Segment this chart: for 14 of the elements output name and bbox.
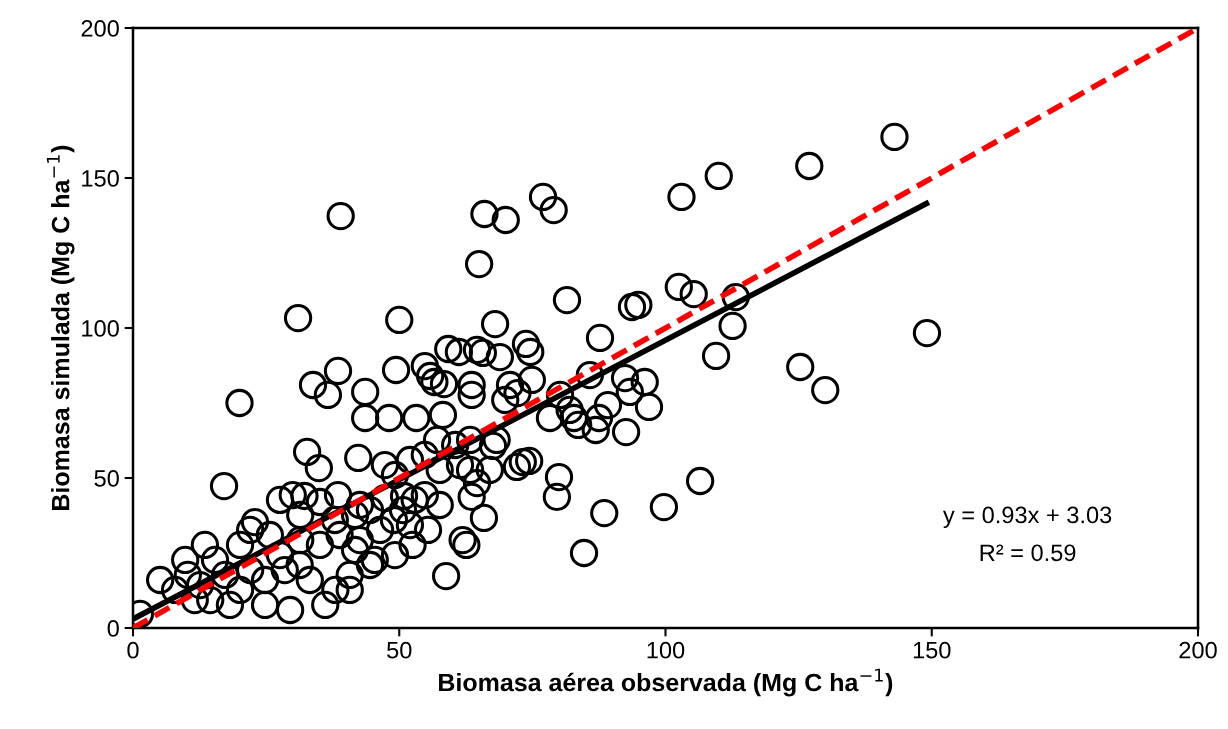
x-tick-label: 50	[387, 641, 412, 659]
x-tick-label: 100	[647, 641, 685, 659]
y-axis-title: Biomasa simulada (Mg C ha$^{−1}$)	[46, 145, 75, 510]
y-tick-label: 150	[82, 170, 119, 187]
annotation: y = 0.93x + 3.03	[942, 506, 1112, 529]
x-axis-title: Biomasa aérea observada (Mg C ha$^{−1}$)	[439, 668, 893, 697]
x-tick-label: 200	[1179, 641, 1217, 659]
x-tick-label: 0	[127, 641, 139, 659]
y-tick-label: 200	[81, 20, 119, 37]
y-tick-label: 0	[107, 620, 119, 637]
annotation: R² = 0.59	[980, 544, 1076, 562]
y-tick-label: 100	[82, 320, 119, 337]
x-tick-label: 150	[913, 641, 951, 659]
y-tick-label: 50	[94, 470, 119, 487]
